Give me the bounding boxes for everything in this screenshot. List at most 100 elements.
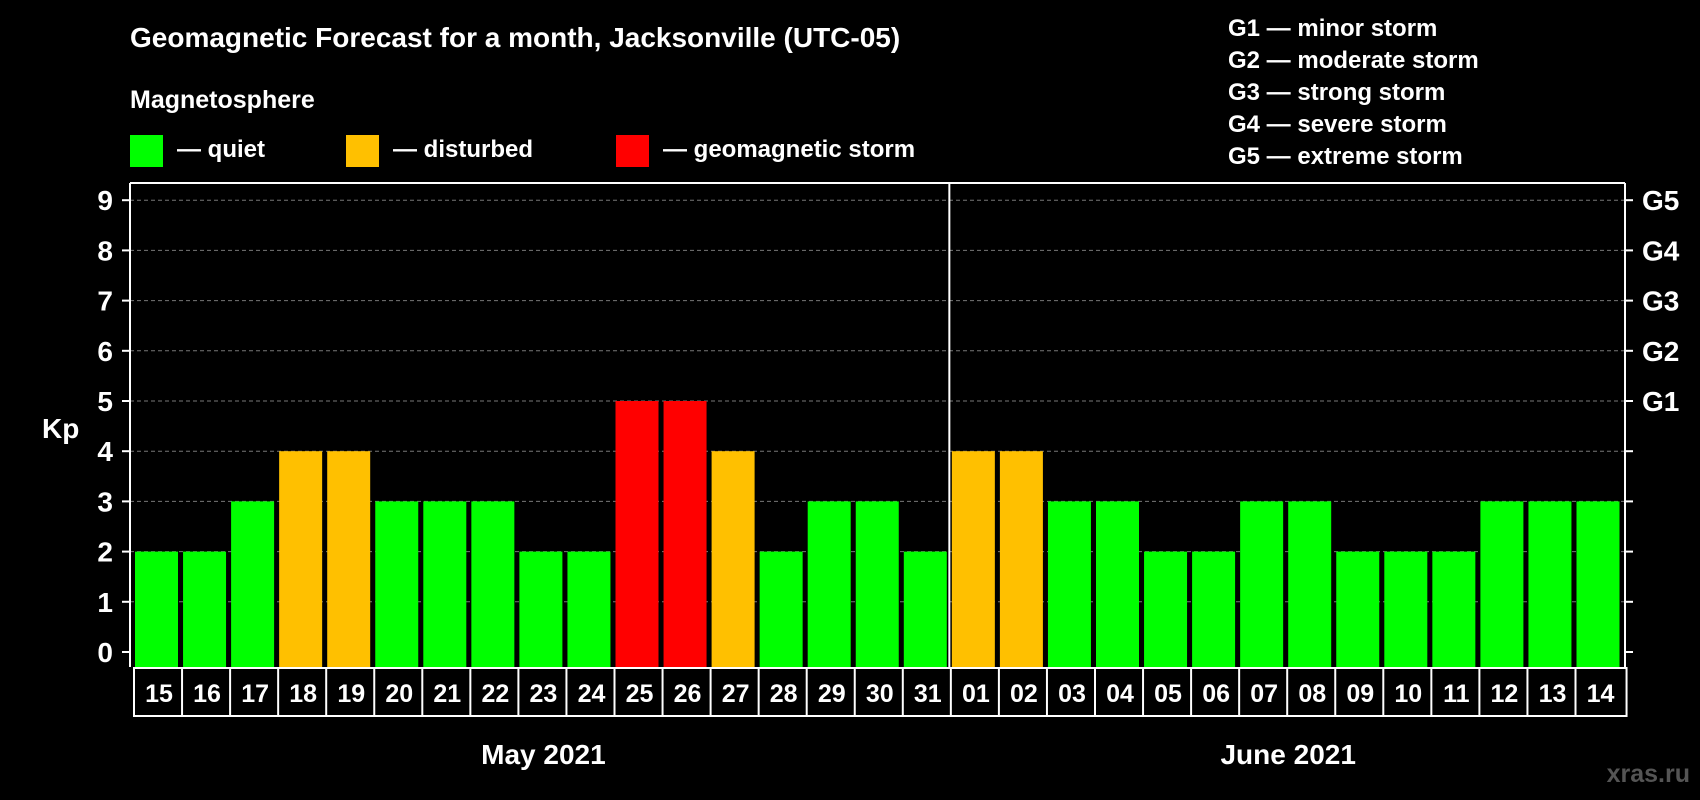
x-tick-label: 15: [145, 680, 173, 708]
bar: [903, 551, 947, 667]
bar: [423, 501, 467, 667]
bar: [231, 501, 275, 667]
legend: — quiet — disturbed — geomagnetic storm: [130, 135, 915, 167]
bar: [183, 551, 227, 667]
bar: [855, 501, 899, 667]
month-label: June 2021: [1220, 739, 1355, 770]
x-tick-label: 22: [481, 680, 509, 708]
bar: [711, 451, 755, 667]
bar: [1192, 551, 1236, 667]
bar: [375, 501, 419, 667]
x-tick-label: 21: [433, 680, 461, 708]
x-tick-label: 09: [1346, 680, 1374, 708]
x-tick-label: 18: [289, 680, 317, 708]
storm-scale-item: G1 — minor storm: [1228, 15, 1437, 42]
y-tick-label: 8: [97, 235, 113, 266]
y-tick-label: 9: [97, 185, 113, 216]
bar: [951, 451, 995, 667]
storm-scale-item: G5 — extreme storm: [1228, 143, 1463, 170]
chart-title: Geomagnetic Forecast for a month, Jackso…: [130, 22, 900, 53]
x-tick-label: 24: [578, 680, 606, 708]
bar: [519, 551, 563, 667]
bar: [1384, 551, 1428, 667]
x-tick-label: 29: [818, 680, 846, 708]
x-tick-label: 11: [1443, 680, 1470, 708]
storm-level-label: G4: [1642, 235, 1680, 266]
x-tick-label: 05: [1154, 680, 1182, 708]
x-tick-label: 04: [1106, 680, 1134, 708]
storm-level-label: G3: [1642, 286, 1679, 317]
x-tick-label: 10: [1394, 680, 1422, 708]
bar: [1240, 501, 1284, 667]
watermark: xras.ru: [1607, 760, 1690, 788]
x-tick-label: 28: [770, 680, 798, 708]
bar: [663, 401, 707, 667]
x-tick-label: 30: [866, 680, 894, 708]
legend-label: — geomagnetic storm: [663, 136, 915, 163]
y-tick-label: 5: [97, 386, 113, 417]
x-tick-label: 01: [962, 680, 990, 708]
legend-label: — disturbed: [393, 136, 533, 163]
legend-label: — quiet: [177, 136, 265, 163]
x-tick-label: 12: [1491, 680, 1519, 708]
bar: [807, 501, 851, 667]
x-tick-label: 25: [626, 680, 654, 708]
x-tick-label: 27: [722, 680, 750, 708]
legend-swatch: [346, 135, 379, 167]
x-tick-label: 02: [1010, 680, 1038, 708]
storm-scale-item: G4 — severe storm: [1228, 111, 1447, 138]
x-tick-label: 06: [1202, 680, 1230, 708]
bar: [1432, 551, 1476, 667]
y-tick-label: 1: [97, 587, 113, 618]
storm-scale-item: G2 — moderate storm: [1228, 47, 1479, 74]
x-axis-labels: 15 16 17 18 19 20 21 22 23 24 25 26 27 28 29 30 31 01 02 03…: [133, 667, 1628, 770]
bar: [1576, 501, 1620, 667]
y-tick-label: 3: [97, 486, 113, 517]
bar: [1288, 501, 1332, 667]
storm-level-label: G1: [1642, 386, 1679, 417]
y-tick-label: 0: [97, 637, 113, 668]
x-tick-label: 17: [241, 680, 269, 708]
x-tick-label: 14: [1587, 680, 1615, 708]
bar: [279, 451, 323, 667]
legend-swatch: [130, 135, 163, 167]
x-tick-label: 23: [530, 680, 558, 708]
bars: [135, 401, 1620, 667]
bar: [1096, 501, 1139, 667]
x-tick-label: 26: [674, 680, 702, 708]
bar: [615, 401, 659, 667]
bar: [471, 501, 515, 667]
bar: [567, 551, 611, 667]
bar: [999, 451, 1043, 667]
storm-scale-item: G3 — strong storm: [1228, 79, 1445, 106]
bar: [759, 551, 803, 667]
bar: [1336, 551, 1380, 667]
x-tick-label: 16: [193, 680, 221, 708]
legend-swatch: [616, 135, 649, 167]
bar: [135, 551, 178, 667]
bar: [1480, 501, 1524, 667]
axes: 0 1 2 3 4 5 6 7 8 9 G1 G2 G3 G4 G5: [97, 182, 1680, 668]
x-tick-label: 13: [1539, 680, 1567, 708]
storm-level-label: G2: [1642, 336, 1679, 367]
y-tick-label: 6: [97, 336, 113, 367]
legend-title: Magnetosphere: [130, 86, 315, 114]
bar: [327, 451, 371, 667]
y-tick-label: 2: [97, 537, 113, 568]
x-tick-label: 03: [1058, 680, 1086, 708]
storm-level-label: G5: [1642, 185, 1679, 216]
y-axis-label: Kp: [42, 413, 79, 444]
x-tick-label: 19: [337, 680, 365, 708]
x-tick-label: 07: [1250, 680, 1278, 708]
storm-scale-legend: G1 — minor storm G2 — moderate storm G3 — …: [1228, 15, 1479, 170]
month-label: May 2021: [481, 739, 606, 770]
x-tick-label: 20: [385, 680, 413, 708]
x-label-frame: [133, 667, 1628, 717]
x-tick-label: 08: [1298, 680, 1326, 708]
bar: [1144, 551, 1188, 667]
x-tick-label: 31: [914, 680, 942, 708]
y-tick-label: 7: [97, 286, 113, 317]
bar: [1047, 501, 1091, 667]
y-tick-label: 4: [97, 436, 113, 467]
